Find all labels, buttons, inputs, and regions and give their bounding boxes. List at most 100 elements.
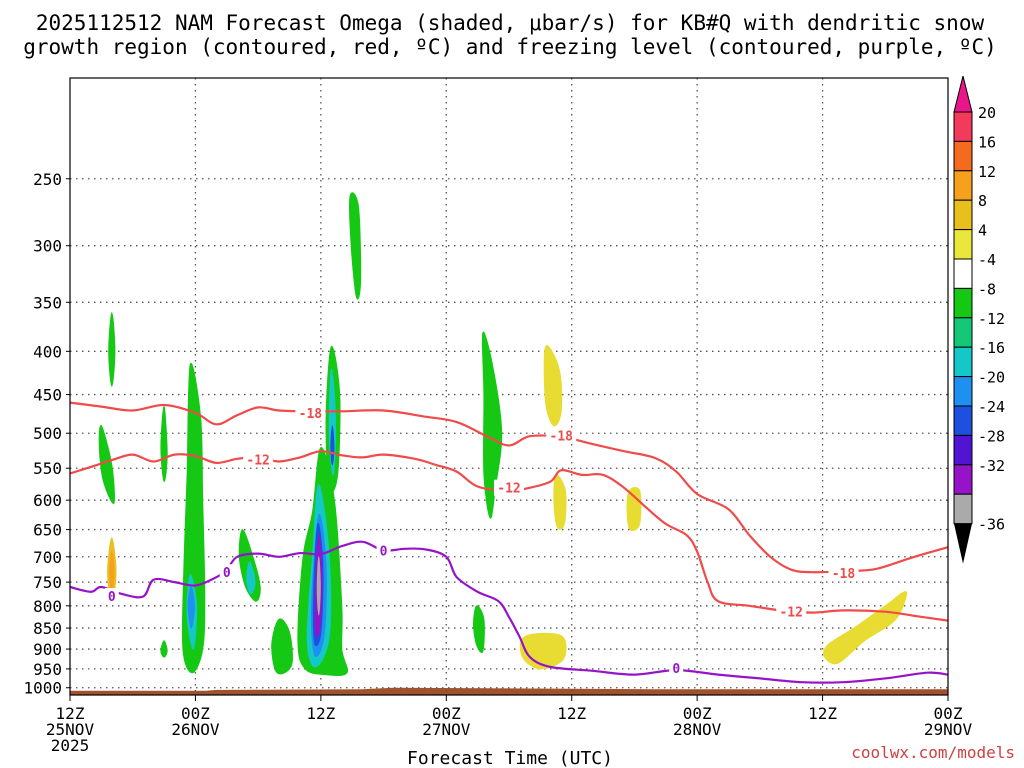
x-tick-label-12-2: 26NOV — [171, 720, 220, 739]
colorbar-segment-12 — [953, 464, 973, 495]
omega-blob-h25-blue-up — [330, 425, 335, 466]
y-tick-label-800: 800 — [33, 597, 62, 616]
y-tick-label-400: 400 — [33, 342, 62, 361]
colorbar-segment-6 — [953, 287, 973, 319]
contour-dgz-minus-18 — [69, 401, 949, 574]
x-tick-label-48-1: 12Z — [557, 704, 586, 723]
omega-blob-h40 — [481, 331, 503, 519]
y-tick-label-550: 550 — [33, 459, 62, 478]
contour-label-dgz-minus-12-1: -12 — [497, 482, 520, 497]
x-tick-label-0-3: 2025 — [51, 736, 90, 755]
y-tick-label-300: 300 — [33, 237, 62, 256]
colorbar-label-3: 8 — [978, 192, 987, 210]
contour-label-dgz-minus-18-0: -18 — [299, 407, 323, 422]
contour-label-bg-freezing-level-0-3 — [669, 660, 684, 677]
contour-label-bg-dgz-minus-18-2 — [828, 565, 859, 582]
colorbar-segment-3 — [953, 199, 973, 231]
omega-blob-h9-low — [160, 640, 168, 658]
contour-label-bg-freezing-level-0-0 — [104, 588, 119, 605]
colorbar-segment-11 — [953, 434, 973, 466]
omega-blob-h11-blue — [187, 586, 195, 629]
colorbar-bottom-arrow — [954, 523, 972, 564]
plot-background — [70, 78, 948, 695]
contour-label-freezing-level-0-1: 0 — [223, 566, 231, 581]
x-tick-label-0-2: 25NOV — [46, 720, 95, 739]
x-tick-label-60-1: 00Z — [683, 704, 712, 723]
contour-label-bg-freezing-level-0-1 — [219, 564, 234, 581]
colorbar-label-0: 20 — [978, 104, 996, 122]
colorbar-segment-5 — [953, 258, 973, 289]
colorbar-label-2: 12 — [978, 163, 996, 181]
y-tick-label-900: 900 — [33, 640, 62, 659]
x-tick-label-84-1: 00Z — [934, 704, 963, 723]
contour-label-bg-dgz-minus-18-0 — [295, 404, 326, 421]
omega-blob-h4-warm-core — [109, 550, 115, 593]
y-tick-label-950: 950 — [33, 660, 62, 679]
x-tick-label-12-1: 00Z — [181, 704, 210, 723]
contour-label-freezing-level-0-3: 0 — [672, 662, 680, 677]
y-tick-label-850: 850 — [33, 619, 62, 638]
contour-label-freezing-level-0-0: 0 — [108, 590, 116, 605]
colorbar: 20 16 12 8 4 -4 -8 -12 -16 -20 -24 -28 -32 -36 — [953, 75, 1005, 564]
axes: 250 300 350 400 450 500 550 600 650 700 750 800 850 9… — [23, 77, 973, 755]
contour-label-bg-dgz-minus-18-1 — [546, 427, 577, 444]
terrain-fill — [70, 687, 948, 695]
contour-freezing-level-0 — [69, 540, 949, 684]
x-axis-label: Forecast Time (UTC) — [407, 748, 613, 768]
x-tick-label-0-1: 12Z — [56, 704, 85, 723]
colorbar-segment-13 — [953, 493, 973, 525]
colorbar-label-6: -8 — [978, 280, 996, 298]
y-tick-label-500: 500 — [33, 424, 62, 443]
y-tick-label-600: 600 — [33, 491, 62, 510]
colorbar-segment-4 — [953, 229, 973, 260]
contour-label-dgz-minus-18-1: -18 — [550, 429, 574, 444]
x-tick-label-72-1: 12Z — [808, 704, 837, 723]
y-tick-label-700: 700 — [33, 548, 62, 567]
colorbar-label-9: -20 — [978, 369, 1005, 387]
credit-text: coolwx.com/models — [851, 743, 1015, 762]
omega-blob-h4-upper — [108, 312, 116, 387]
gridlines — [70, 78, 948, 695]
omega-blob-h9-thin — [160, 406, 168, 482]
colorbar-segment-1 — [953, 140, 973, 172]
x-tick-label-24-1: 12Z — [306, 704, 335, 723]
colorbar-label-4: 4 — [978, 222, 987, 240]
y-tick-label-250: 250 — [33, 170, 62, 189]
colorbar-segment-8 — [953, 346, 973, 378]
colorbar-segment-7 — [953, 317, 973, 348]
colorbar-label-13: -36 — [978, 516, 1005, 534]
contour-dgz-minus-12 — [69, 450, 949, 622]
y-tick-label-650: 650 — [33, 521, 62, 540]
x-tick-label-84-2: 29NOV — [924, 720, 973, 739]
y-tick-label-750: 750 — [33, 573, 62, 592]
colorbar-label-10: -24 — [978, 398, 1005, 416]
omega-blob-h20-left — [271, 618, 293, 675]
omega-blob-h24-gray — [316, 556, 321, 616]
contour-label-bg-dgz-minus-12-1 — [494, 479, 524, 496]
colorbar-label-8: -16 — [978, 339, 1005, 357]
contour-label-dgz-minus-18-2: -18 — [832, 567, 856, 582]
omega-blob-h26-top — [349, 192, 362, 300]
colorbar-segment-0 — [953, 111, 973, 142]
x-tick-label-60-2: 28NOV — [673, 720, 722, 739]
colorbar-segment-10 — [953, 405, 973, 436]
omega-blob-h47 — [553, 474, 567, 530]
colorbar-segment-2 — [953, 170, 973, 201]
contour-label-bg-dgz-minus-12-0 — [243, 451, 274, 468]
chart-title-line-2: growth region (contoured, red, ºC) and f… — [23, 35, 997, 59]
omega-blob-h39-low — [472, 605, 485, 654]
colorbar-label-1: 16 — [978, 133, 996, 151]
contour-label-bg-dgz-minus-12-2 — [776, 603, 807, 620]
omega-blob-h79 — [823, 590, 908, 665]
x-tick-label-36-2: 27NOV — [422, 720, 471, 739]
y-tick-label-1000: 1000 — [23, 679, 62, 698]
colorbar-label-7: -12 — [978, 310, 1005, 328]
colorbar-label-11: -28 — [978, 427, 1005, 445]
contour-label-dgz-minus-12-0: -12 — [246, 453, 269, 468]
contour-label-freezing-level-0-2: 0 — [380, 544, 388, 559]
x-tick-label-36-1: 00Z — [432, 704, 461, 723]
omega-blob-h46-up — [543, 345, 563, 427]
omega-blob-h17-cyan — [246, 561, 256, 595]
contour-label-dgz-minus-12-2: -12 — [779, 606, 802, 621]
